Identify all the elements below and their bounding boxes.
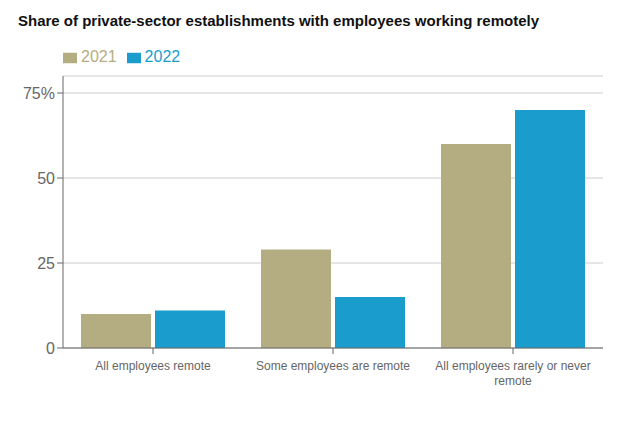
svg-text:50: 50 bbox=[37, 170, 55, 187]
svg-text:All employees remote: All employees remote bbox=[95, 359, 211, 373]
svg-text:Some employees are remote: Some employees are remote bbox=[256, 359, 410, 373]
svg-text:All employees rarely or neverr: All employees rarely or neverremote bbox=[435, 359, 590, 388]
svg-text:75%: 75% bbox=[23, 85, 55, 102]
svg-text:25: 25 bbox=[37, 255, 55, 272]
html-text:2022: 2022 bbox=[144, 48, 181, 65]
html-text:2021: 2021 bbox=[81, 48, 117, 65]
svg-text:0: 0 bbox=[46, 340, 55, 357]
html-text:Share of private-sector establ: Share of private-sector establishments w… bbox=[18, 12, 539, 29]
